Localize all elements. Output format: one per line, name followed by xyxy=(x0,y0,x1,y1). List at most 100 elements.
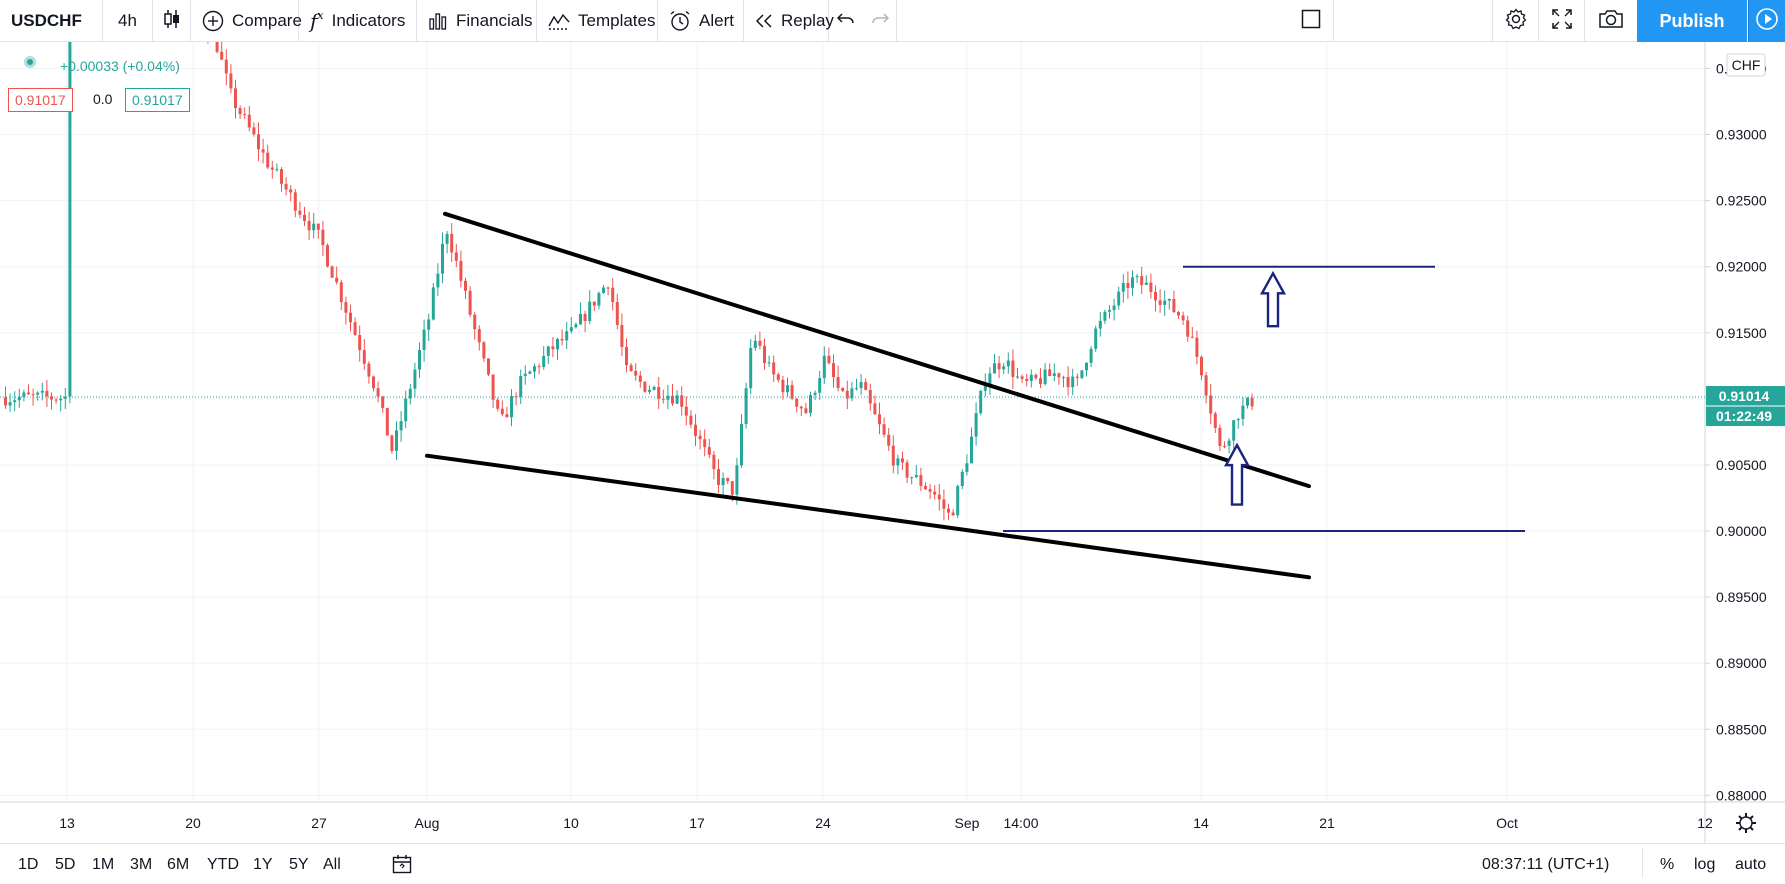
candle xyxy=(40,382,44,401)
candle xyxy=(261,138,265,164)
alert-button[interactable]: Alert xyxy=(658,0,744,42)
alarm-clock-icon xyxy=(669,10,691,32)
play-button[interactable] xyxy=(1748,0,1785,42)
range-all[interactable]: All xyxy=(323,856,341,873)
candle xyxy=(611,278,615,311)
replay-button[interactable]: Replay xyxy=(744,0,834,42)
candle xyxy=(726,477,730,484)
price-tick-label: 0.88000 xyxy=(1716,787,1767,803)
layout-button[interactable] xyxy=(1288,0,1334,42)
candle xyxy=(1209,383,1213,425)
candle xyxy=(1117,286,1121,310)
candle xyxy=(905,459,909,483)
range-5d[interactable]: 5D xyxy=(55,856,76,873)
candle xyxy=(395,421,398,460)
candle xyxy=(836,365,840,392)
time-axis-settings-button[interactable] xyxy=(1736,813,1756,833)
bid-price[interactable]: 0.91017 xyxy=(8,88,73,112)
candle xyxy=(50,392,53,410)
candle xyxy=(367,361,371,384)
goto-date-button[interactable] xyxy=(392,854,412,879)
range-1d[interactable]: 1D xyxy=(18,856,39,873)
candle xyxy=(1029,369,1033,388)
price-tick-label: 0.91500 xyxy=(1716,325,1767,341)
candle xyxy=(1066,366,1070,396)
compare-button[interactable]: Compare xyxy=(191,0,302,42)
fullscreen-button[interactable] xyxy=(1538,0,1584,42)
time-tick-label: 20 xyxy=(185,815,201,831)
range-6m[interactable]: 6M xyxy=(167,856,190,873)
candle xyxy=(229,64,233,94)
candle xyxy=(919,467,923,491)
candle xyxy=(454,243,458,268)
price-tick-label: 0.92500 xyxy=(1716,193,1767,209)
chart-type-button[interactable] xyxy=(153,0,191,42)
price-chart[interactable]: 0.935000.930000.925000.920000.915000.910… xyxy=(0,42,1785,843)
price-tick-label: 0.90500 xyxy=(1716,457,1767,473)
candle xyxy=(215,42,219,54)
candle xyxy=(818,370,822,400)
candle xyxy=(1163,290,1167,316)
candle xyxy=(1218,424,1222,452)
range-3m[interactable]: 3M xyxy=(130,856,153,873)
candle xyxy=(781,375,785,400)
settings-button[interactable] xyxy=(1492,0,1538,42)
market-status-dot xyxy=(24,56,36,68)
current-price-tag: 0.91014 01:22:49 xyxy=(1706,386,1785,427)
candle xyxy=(712,450,716,480)
currency-badge: CHF xyxy=(1726,53,1766,77)
candle xyxy=(459,250,463,288)
time-tick-label: 14 xyxy=(1193,815,1209,831)
candle xyxy=(510,389,513,427)
financials-button[interactable]: Financials xyxy=(417,0,537,42)
candle xyxy=(1227,437,1231,454)
candle xyxy=(574,322,578,329)
candle xyxy=(951,509,955,516)
templates-button[interactable]: Templates xyxy=(537,0,658,42)
percent-toggle[interactable]: % xyxy=(1660,856,1675,873)
candle xyxy=(207,42,209,44)
candle xyxy=(500,400,504,417)
candle xyxy=(330,265,334,278)
auto-toggle[interactable]: auto xyxy=(1735,856,1767,873)
candle xyxy=(648,385,651,395)
candle xyxy=(1085,362,1088,377)
candle xyxy=(1241,397,1245,426)
clock-label[interactable]: 08:37:11 (UTC+1) xyxy=(1482,856,1610,873)
range-1m[interactable]: 1M xyxy=(92,856,115,873)
gear-icon xyxy=(1505,7,1527,35)
price-tick-label: 0.88500 xyxy=(1716,721,1767,737)
candle xyxy=(753,334,757,351)
snapshot-button[interactable] xyxy=(1584,0,1637,42)
candle xyxy=(864,378,868,391)
range-1y[interactable]: 1Y xyxy=(253,856,273,873)
candle xyxy=(1144,275,1148,286)
symbol-search[interactable]: USDCHF xyxy=(0,0,103,42)
publish-button[interactable]: Publish xyxy=(1637,0,1747,42)
candle xyxy=(560,329,564,346)
ask-price[interactable]: 0.91017 xyxy=(125,88,190,112)
range-5y[interactable]: 5Y xyxy=(289,856,309,873)
candle xyxy=(390,434,394,454)
candle xyxy=(247,106,251,132)
range-ytd[interactable]: YTD xyxy=(207,856,239,873)
interval-button[interactable]: 4h xyxy=(103,0,153,42)
undo-button[interactable] xyxy=(829,0,863,42)
log-toggle[interactable]: log xyxy=(1694,856,1716,873)
redo-button[interactable] xyxy=(863,0,897,42)
candle xyxy=(312,212,316,239)
time-tick-label: 14:00 xyxy=(1003,815,1038,831)
candle xyxy=(1075,373,1079,386)
candle xyxy=(234,79,237,119)
calendar-icon xyxy=(392,855,412,878)
candle xyxy=(666,384,670,410)
candle xyxy=(569,316,573,334)
candle xyxy=(321,221,325,256)
candle xyxy=(675,390,679,405)
countdown-label: 01:22:49 xyxy=(1716,408,1772,424)
candle xyxy=(496,397,500,412)
candle xyxy=(431,283,435,321)
candle xyxy=(643,381,647,393)
time-tick-label: Sep xyxy=(955,815,980,831)
